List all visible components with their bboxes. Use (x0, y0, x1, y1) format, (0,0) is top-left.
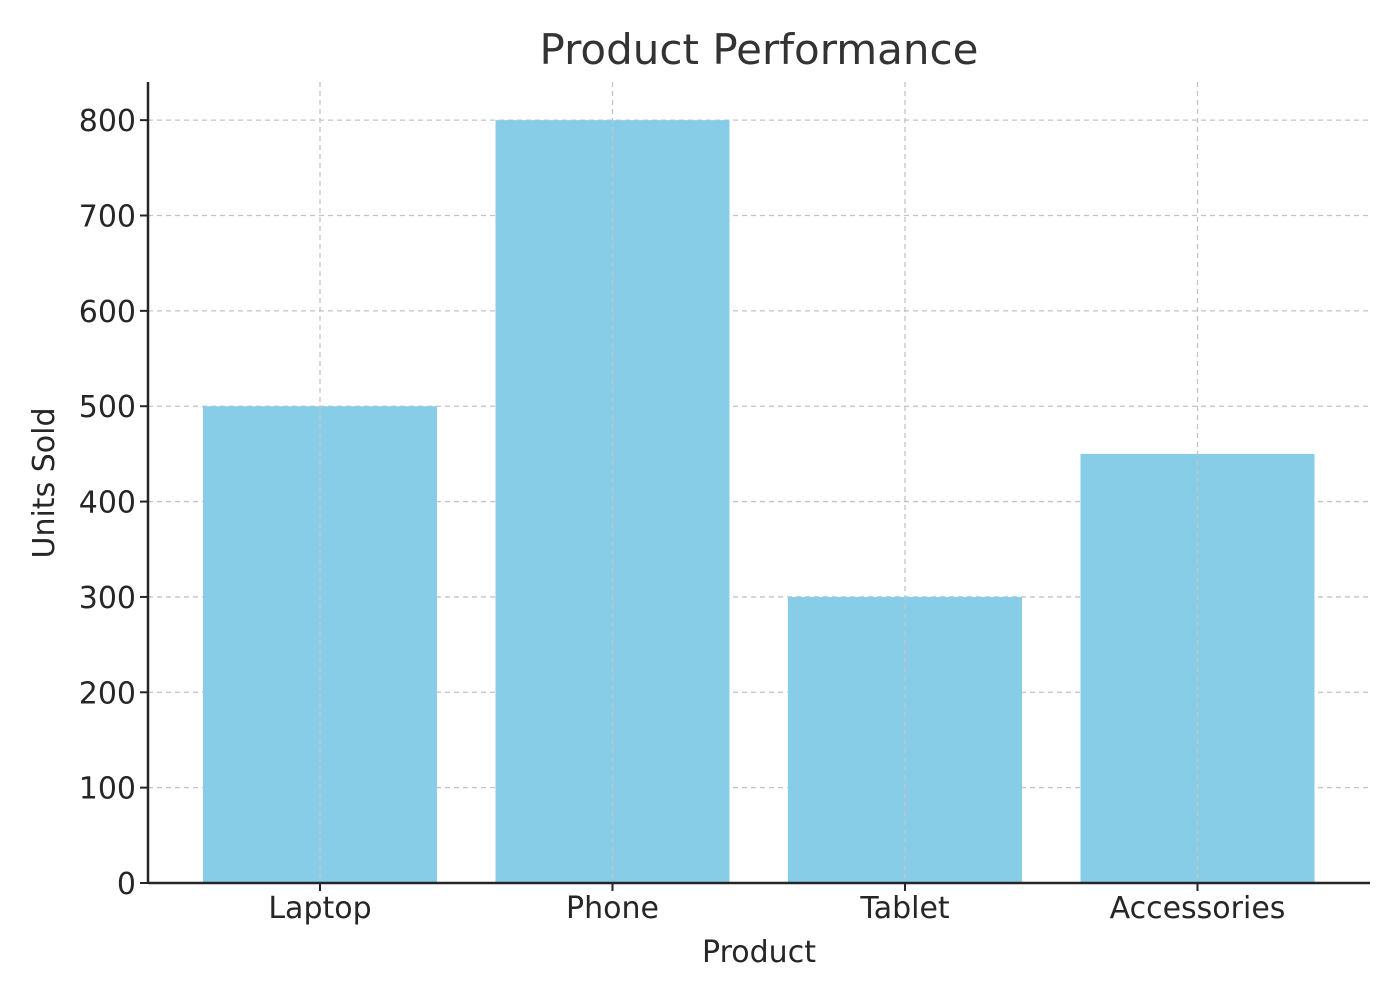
y-tick-label: 200 (79, 676, 136, 711)
x-tick-label: Tablet (859, 891, 950, 926)
x-tick-label: Accessories (1110, 891, 1286, 926)
y-tick-label: 800 (79, 104, 136, 139)
y-tick-label: 0 (117, 867, 136, 902)
y-tick-label: 700 (79, 200, 136, 235)
bars (203, 120, 1315, 883)
y-tick-label: 600 (79, 295, 136, 330)
y-tick-label: 500 (79, 390, 136, 425)
y-tick-label: 400 (79, 486, 136, 521)
x-tick-label: Phone (566, 891, 659, 926)
y-axis-ticks: 0 100 200 300 400 500 600 700 800 (79, 104, 148, 902)
x-axis-ticks: Laptop Phone Tablet Accessories (268, 883, 1285, 926)
x-axis-label: Product (702, 935, 816, 970)
y-tick-label: 100 (79, 772, 136, 807)
x-grid (319, 82, 1199, 883)
y-axis-label: Units Sold (27, 407, 62, 558)
chart-title: Product Performance (540, 25, 979, 74)
y-tick-label: 300 (79, 581, 136, 616)
x-tick-label: Laptop (268, 891, 371, 926)
